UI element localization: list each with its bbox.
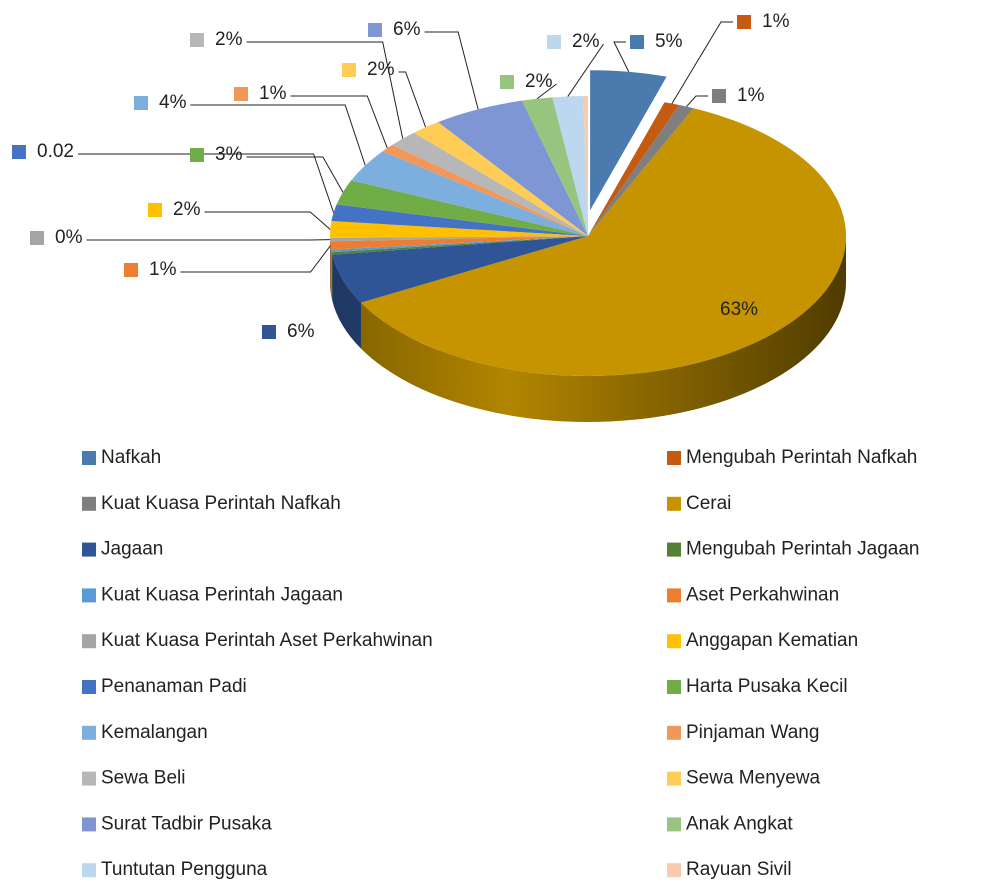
legend-label: Kuat Kuasa Perintah Jagaan: [101, 584, 343, 605]
label-swatch: [190, 148, 204, 162]
leader-line: [686, 96, 708, 107]
label-swatch: [712, 89, 726, 103]
legend-label: Nafkah: [101, 447, 161, 468]
data-label: 1%: [149, 259, 177, 280]
legend-swatch: [667, 634, 681, 648]
label-swatch: [262, 325, 276, 339]
legend-swatch: [82, 726, 96, 740]
legend-label: Anak Angkat: [686, 813, 793, 834]
legend-label: Penanaman Padi: [101, 676, 247, 697]
label-swatch: [190, 33, 204, 47]
legend-swatch: [667, 726, 681, 740]
legend-label: Jagaan: [101, 539, 163, 560]
legend-label: Rayuan Sivil: [686, 859, 792, 880]
label-swatch: [630, 35, 644, 49]
legend-swatch: [82, 680, 96, 694]
legend-swatch: [82, 634, 96, 648]
data-label: 2%: [215, 29, 243, 50]
leader-line: [204, 212, 330, 229]
label-swatch: [12, 145, 26, 159]
legend-swatch: [82, 772, 96, 786]
data-label: 1%: [762, 11, 790, 32]
label-swatch: [342, 63, 356, 77]
legend-label: Sewa Beli: [101, 768, 186, 789]
leader-line: [78, 154, 334, 213]
leader-line: [246, 157, 342, 192]
data-label: 3%: [215, 144, 243, 165]
legend-swatch: [82, 451, 96, 465]
label-swatch: [547, 35, 561, 49]
label-swatch: [695, 303, 709, 317]
legend-swatch: [667, 772, 681, 786]
slice-side-shade: [330, 241, 331, 295]
data-label: 0.02: [37, 141, 74, 162]
label-swatch: [234, 87, 248, 101]
legend-swatch: [82, 543, 96, 557]
label-swatch: [368, 23, 382, 37]
legend-swatch: [82, 817, 96, 831]
leader-line: [614, 42, 629, 72]
legend-label: Surat Tadbir Pusaka: [101, 813, 272, 834]
data-label: 2%: [173, 199, 201, 220]
data-label: 4%: [159, 92, 187, 113]
slice-side-shade: [332, 252, 333, 301]
legend-swatch: [667, 680, 681, 694]
leader-line: [180, 245, 330, 272]
label-swatch: [737, 15, 751, 29]
legend-swatch: [667, 588, 681, 602]
legend-label: Pinjaman Wang: [686, 722, 819, 743]
leader-line: [290, 96, 387, 148]
data-label: 1%: [259, 83, 287, 104]
data-label: 2%: [367, 59, 395, 80]
data-label: 0%: [55, 227, 83, 248]
data-label: 2%: [572, 31, 600, 52]
legend-label: Kemalangan: [101, 722, 208, 743]
label-swatch: [148, 203, 162, 217]
legend-swatch: [667, 451, 681, 465]
legend-swatch: [667, 863, 681, 877]
data-label: 5%: [655, 31, 683, 52]
data-label: 6%: [393, 19, 421, 40]
legend-label: Kuat Kuasa Perintah Nafkah: [101, 493, 341, 514]
legend-label: Aset Perkahwinan: [686, 584, 839, 605]
legend-swatch: [667, 497, 681, 511]
legend-swatch: [667, 817, 681, 831]
data-label: 63%: [720, 299, 758, 320]
legend-swatch: [82, 863, 96, 877]
legend-label: Mengubah Perintah Nafkah: [686, 447, 917, 468]
leader-line: [424, 32, 478, 109]
legend-label: Anggapan Kematian: [686, 630, 858, 651]
label-swatch: [500, 75, 514, 89]
legend-label: Cerai: [686, 493, 731, 514]
legend-label: Harta Pusaka Kecil: [686, 676, 848, 697]
legend-label: Kuat Kuasa Perintah Aset Perkahwinan: [101, 630, 433, 651]
data-label: 1%: [737, 85, 765, 106]
legend-label: Sewa Menyewa: [686, 768, 821, 789]
label-swatch: [124, 263, 138, 277]
data-label: 6%: [287, 321, 315, 342]
legend-label: Mengubah Perintah Jagaan: [686, 539, 919, 560]
label-swatch: [134, 96, 148, 110]
legend-swatch: [667, 543, 681, 557]
label-swatch: [30, 231, 44, 245]
legend-swatch: [82, 497, 96, 511]
legend-swatch: [82, 588, 96, 602]
legend-label: Tuntutan Pengguna: [101, 859, 268, 880]
leader-line: [398, 72, 425, 127]
data-label: 2%: [525, 71, 553, 92]
